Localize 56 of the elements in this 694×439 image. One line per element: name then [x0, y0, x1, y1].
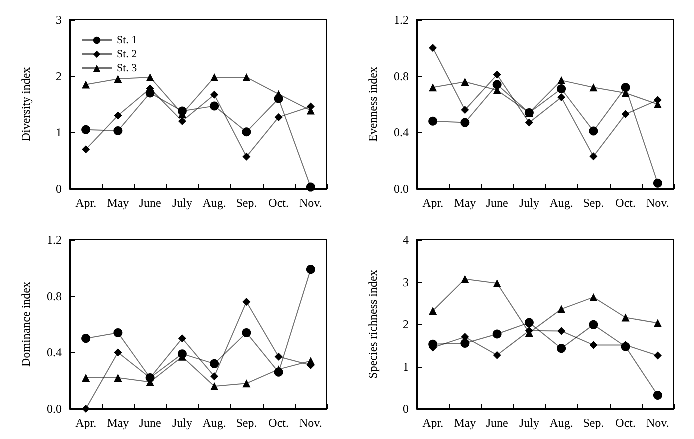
x-tick-label: Sep. — [583, 416, 604, 430]
x-tick-label: Sep. — [236, 196, 258, 210]
y-tick-label: 1.2 — [47, 232, 62, 246]
y-tick-label: 1.2 — [394, 13, 409, 27]
y-axis-title: Dominance index — [19, 282, 33, 366]
x-tick-label: July — [519, 196, 540, 210]
legend-label: St. 3 — [117, 62, 138, 74]
x-tick-label: Oct. — [616, 196, 636, 210]
x-tick-label: May — [107, 196, 130, 210]
x-tick-label: Aug. — [550, 196, 574, 210]
y-axis-title: Species richness index — [366, 270, 380, 378]
x-tick-label: Nov. — [299, 416, 322, 430]
x-tick-label: Apr. — [76, 196, 97, 210]
y-axis-title: Diversity index — [19, 67, 33, 142]
y-tick-label: 1 — [403, 359, 409, 374]
x-tick-label: July — [519, 416, 540, 430]
x-tick-label: Nov. — [646, 416, 670, 430]
x-tick-label: July — [172, 196, 192, 210]
x-tick-label: July — [172, 416, 192, 430]
y-tick-label: 0.0 — [47, 402, 62, 416]
y-tick-label: 3 — [403, 274, 409, 289]
y-axis-title: Evenness index — [366, 67, 380, 142]
x-tick-label: Oct. — [616, 416, 636, 430]
legend-label: St. 1 — [117, 34, 138, 46]
x-tick-label: June — [139, 196, 162, 210]
y-tick-label: 2 — [56, 69, 62, 84]
x-tick-label: May — [454, 196, 476, 210]
y-tick-label: 4 — [403, 232, 409, 246]
x-tick-label: Sep. — [236, 416, 258, 430]
x-tick-label: Nov. — [646, 196, 670, 210]
x-tick-label: Oct. — [268, 416, 289, 430]
x-tick-label: June — [139, 416, 162, 430]
x-tick-label: Apr. — [422, 196, 444, 210]
y-tick-label: 1 — [56, 126, 62, 140]
x-tick-label: June — [486, 416, 508, 430]
x-tick-label: May — [107, 416, 130, 430]
y-tick-label: 0.4 — [394, 126, 409, 140]
x-tick-label: Aug. — [202, 416, 226, 430]
y-tick-label: 0.4 — [47, 345, 62, 360]
x-tick-label: Nov. — [299, 196, 322, 210]
x-tick-label: Oct. — [268, 196, 289, 210]
y-tick-label: 0 — [56, 182, 62, 196]
x-tick-label: June — [486, 196, 508, 210]
x-tick-label: May — [454, 416, 476, 430]
x-tick-label: Apr. — [76, 416, 97, 430]
y-tick-label: 0.8 — [47, 288, 62, 303]
y-tick-label: 2 — [403, 317, 409, 331]
legend-label: St. 2 — [117, 48, 138, 60]
y-tick-label: 0.0 — [394, 182, 409, 196]
x-tick-label: Aug. — [202, 196, 226, 210]
x-tick-label: Aug. — [550, 416, 574, 430]
y-tick-label: 0.8 — [394, 69, 409, 84]
x-tick-label: Sep. — [583, 196, 604, 210]
y-tick-label: 3 — [56, 13, 62, 27]
x-tick-label: Apr. — [422, 416, 444, 430]
y-tick-label: 0 — [403, 402, 409, 416]
